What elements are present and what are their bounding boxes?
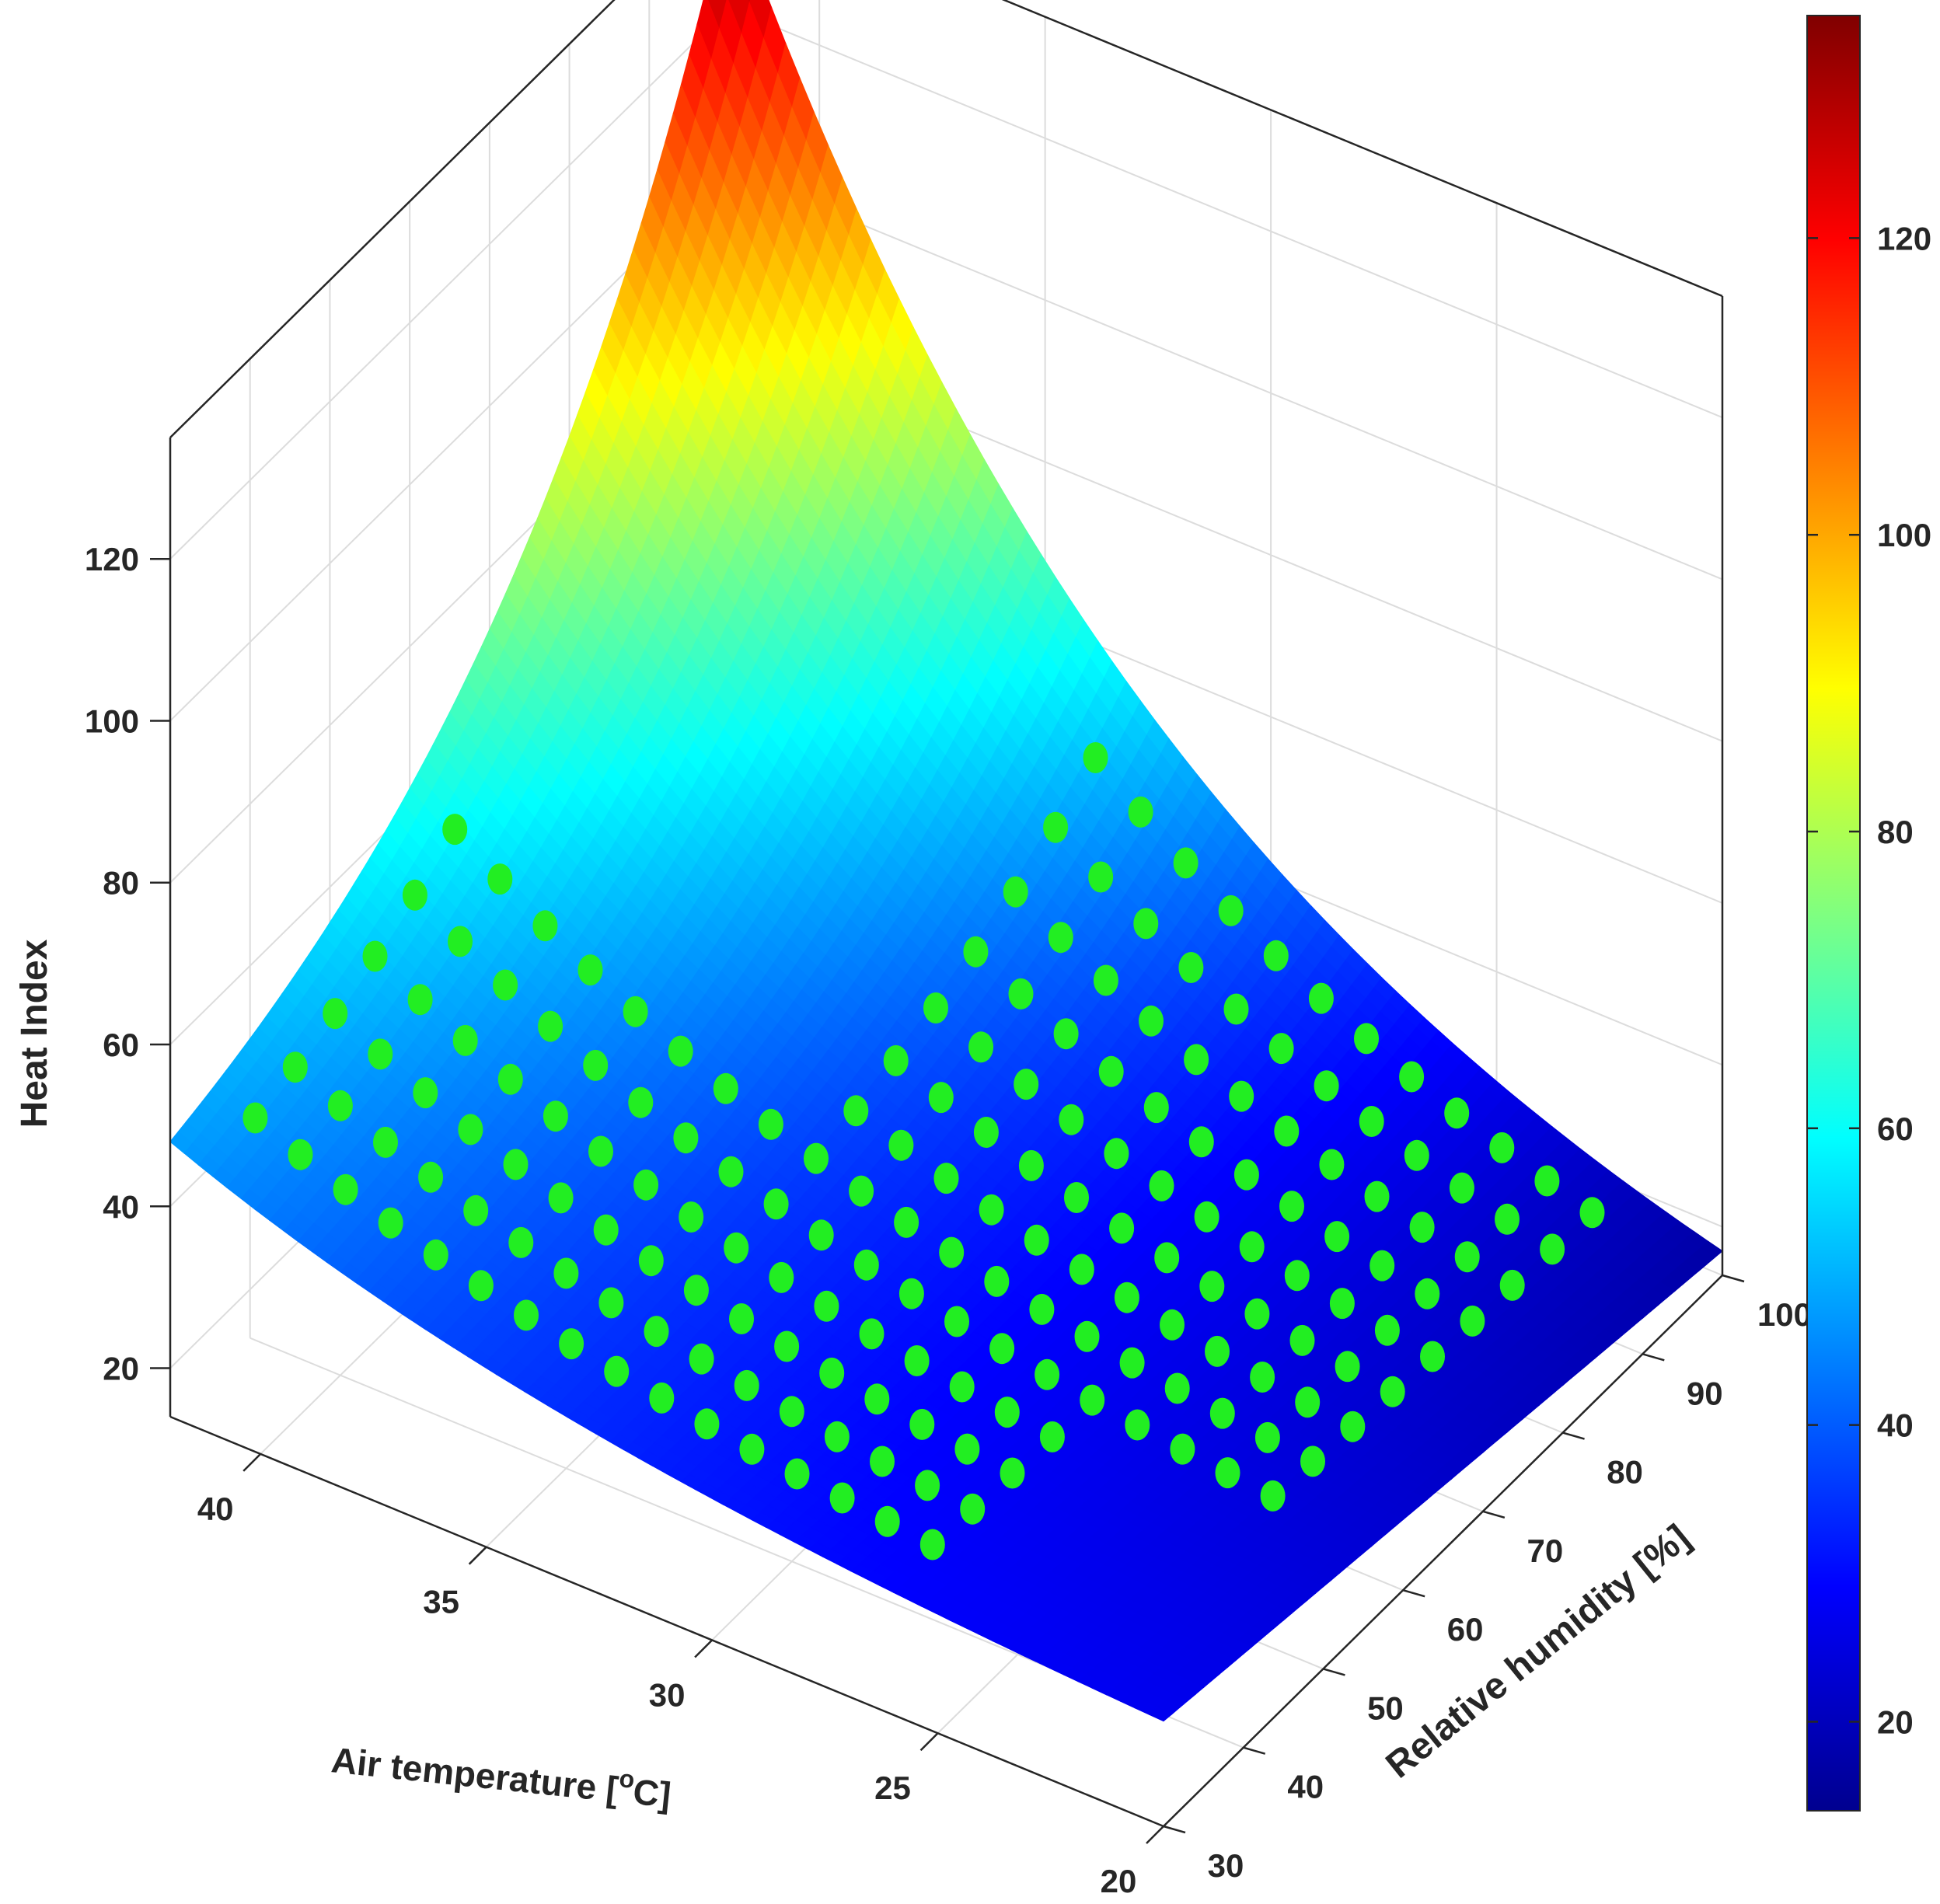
scatter-point	[1579, 1197, 1605, 1229]
scatter-point	[1119, 1347, 1145, 1379]
scatter-point	[1449, 1172, 1474, 1204]
scatter-point	[1329, 1288, 1355, 1320]
scatter-point	[1495, 1203, 1520, 1235]
scatter-point	[1499, 1269, 1525, 1301]
scatter-point	[1035, 1358, 1060, 1390]
scatter-point	[1199, 1271, 1225, 1302]
scatter-point	[1239, 1231, 1265, 1263]
scatter-point	[1359, 1106, 1384, 1137]
scatter-point	[1114, 1282, 1139, 1313]
scatter-point	[960, 1493, 986, 1525]
scatter-point	[1404, 1139, 1429, 1171]
scatter-point	[1080, 1384, 1105, 1416]
scatter-point	[1209, 1397, 1235, 1429]
scatter-point	[1374, 1314, 1400, 1346]
scatter-point	[1000, 1457, 1025, 1489]
scatter-point	[1534, 1165, 1560, 1197]
scatter-point	[1319, 1149, 1345, 1180]
scatter-point	[1244, 1298, 1270, 1330]
scatter-point	[1215, 1457, 1240, 1489]
scatter-point	[1489, 1132, 1515, 1163]
scatter-point	[1205, 1335, 1230, 1367]
scatter-point	[1409, 1212, 1435, 1243]
scatter-point	[1164, 1372, 1190, 1404]
scatter-point	[915, 1470, 940, 1501]
heat-index-surface	[169, 0, 1723, 1722]
scatter-point	[1420, 1341, 1445, 1372]
wall-grid-line	[728, 7, 1723, 419]
scatter-point	[1460, 1305, 1485, 1337]
scatter-point	[1260, 1480, 1286, 1512]
scatter-point	[1370, 1250, 1395, 1282]
scatter-point	[1279, 1191, 1304, 1222]
scatter-point	[1335, 1351, 1360, 1383]
scatter-point	[1364, 1180, 1390, 1212]
scatter-point	[1415, 1278, 1440, 1309]
scatter-point	[1254, 1421, 1280, 1453]
scatter-point	[1074, 1320, 1100, 1352]
scatter-point	[1399, 1061, 1425, 1093]
scatter-point	[994, 1397, 1020, 1428]
scatter-point	[919, 1529, 945, 1561]
scatter-point	[874, 1505, 900, 1537]
scatter-point	[1324, 1221, 1350, 1253]
scatter-point	[1039, 1421, 1065, 1452]
wall-grid-line	[728, 169, 1723, 581]
scatter-point	[1154, 1242, 1180, 1274]
scatter-point	[1170, 1433, 1195, 1465]
wall-grid-line	[169, 7, 730, 560]
scatter-point	[1340, 1411, 1366, 1442]
scatter-point	[1380, 1376, 1405, 1407]
scatter-point	[1125, 1409, 1150, 1441]
scatter-point	[1540, 1233, 1565, 1265]
scatter-point	[1160, 1309, 1185, 1341]
scatter-point	[1295, 1386, 1321, 1418]
scatter-point	[1284, 1260, 1310, 1292]
scatter-point	[954, 1433, 980, 1465]
scatter-point	[1444, 1097, 1470, 1129]
scatter-point	[1289, 1324, 1315, 1356]
scatter-point	[1250, 1362, 1275, 1393]
scatter-point	[1454, 1241, 1480, 1273]
scatter-point	[1300, 1445, 1325, 1477]
